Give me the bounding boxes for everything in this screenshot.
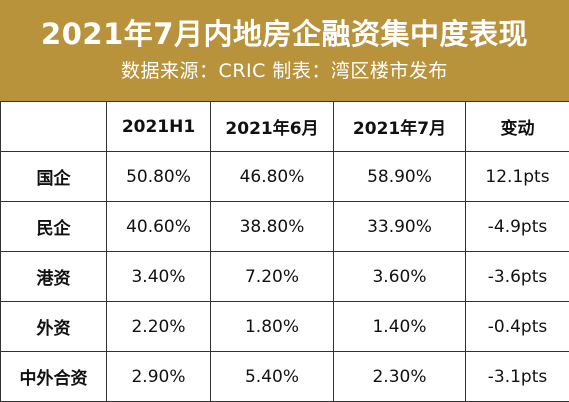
row-label: 外资 [1, 302, 107, 352]
cell-july: 1.40% [334, 302, 466, 352]
cell-2021h1: 2.90% [107, 352, 211, 402]
row-label: 港资 [1, 252, 107, 302]
table-row: 外资 2.20% 1.80% 1.40% -0.4pts [1, 302, 569, 352]
cell-change: -0.4pts [466, 302, 569, 352]
row-label: 中外合资 [1, 352, 107, 402]
cell-june: 46.80% [211, 152, 334, 202]
table-row: 民企 40.60% 38.80% 33.90% -4.9pts [1, 202, 569, 252]
row-label: 民企 [1, 202, 107, 252]
column-header-june: 2021年6月 [211, 102, 334, 152]
cell-change: -3.1pts [466, 352, 569, 402]
cell-change: -4.9pts [466, 202, 569, 252]
column-header-corner [1, 102, 107, 152]
row-label: 国企 [1, 152, 107, 202]
cell-july: 2.30% [334, 352, 466, 402]
column-header-july: 2021年7月 [334, 102, 466, 152]
cell-july: 3.60% [334, 252, 466, 302]
cell-change: 12.1pts [466, 152, 569, 202]
cell-july: 58.90% [334, 152, 466, 202]
cell-2021h1: 3.40% [107, 252, 211, 302]
column-header-2021h1: 2021H1 [107, 102, 211, 152]
column-header-change: 变动 [466, 102, 569, 152]
table-row: 港资 3.40% 7.20% 3.60% -3.6pts [1, 252, 569, 302]
cell-june: 1.80% [211, 302, 334, 352]
table-row: 中外合资 2.90% 5.40% 2.30% -3.1pts [1, 352, 569, 402]
cell-2021h1: 40.60% [107, 202, 211, 252]
data-table: 2021H1 2021年6月 2021年7月 变动 国企 50.80% 46.8… [0, 101, 569, 402]
page-subtitle: 数据来源：CRIC 制表：湾区楼市发布 [0, 58, 569, 84]
cell-june: 5.40% [211, 352, 334, 402]
cell-june: 38.80% [211, 202, 334, 252]
title-banner: 2021年7月内地房企融资集中度表现 数据来源：CRIC 制表：湾区楼市发布 [0, 0, 569, 101]
cell-june: 7.20% [211, 252, 334, 302]
page-title: 2021年7月内地房企融资集中度表现 [0, 16, 569, 52]
header-row: 2021H1 2021年6月 2021年7月 变动 [1, 102, 569, 152]
cell-july: 33.90% [334, 202, 466, 252]
cell-2021h1: 2.20% [107, 302, 211, 352]
cell-2021h1: 50.80% [107, 152, 211, 202]
cell-change: -3.6pts [466, 252, 569, 302]
table-row: 国企 50.80% 46.80% 58.90% 12.1pts [1, 152, 569, 202]
